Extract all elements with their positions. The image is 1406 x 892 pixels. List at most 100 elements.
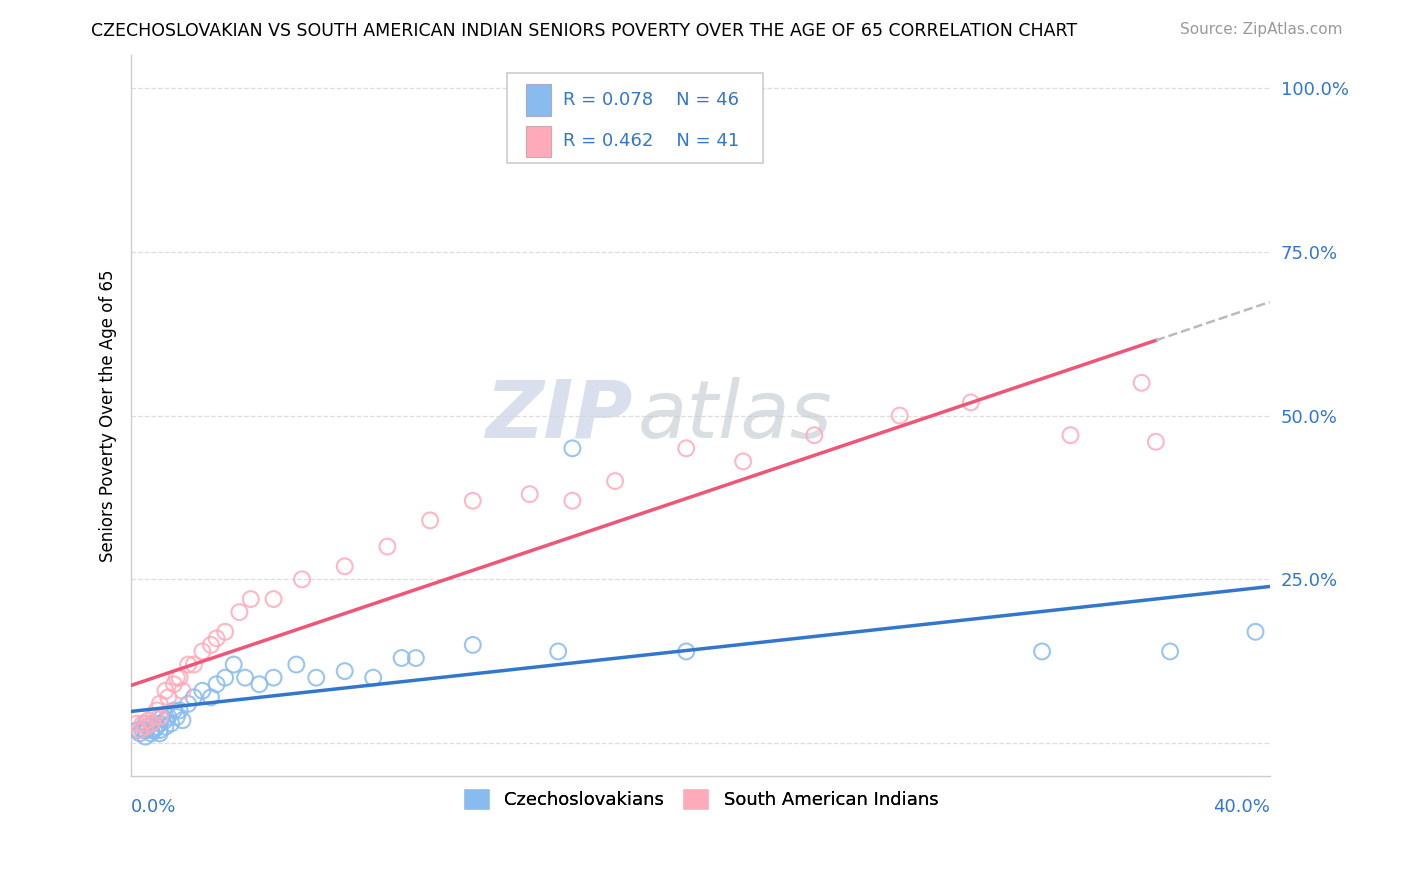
Point [200,638,222,652]
Point [166,710,188,724]
Bar [526,126,551,157]
Bar [526,84,551,116]
Point [146,703,169,717]
Point [134,730,156,744]
Point [143,723,166,737]
Point [333,559,356,574]
Point [149,697,172,711]
Point [547,644,569,658]
Point [222,657,245,672]
Point [361,671,384,685]
Point [285,657,308,672]
Text: R = 0.462    N = 41: R = 0.462 N = 41 [562,132,740,151]
Point [134,716,156,731]
Point [134,723,156,737]
Point [214,624,236,639]
Text: atlas: atlas [638,376,832,455]
Text: ZIP: ZIP [485,376,633,455]
Point [157,710,180,724]
Point [205,632,228,646]
Point [191,683,214,698]
FancyBboxPatch shape [508,73,763,163]
Point [141,726,163,740]
Point [172,713,194,727]
Point [461,638,484,652]
Point [141,716,163,731]
Point [128,726,150,740]
Point [405,651,427,665]
Point [263,592,285,607]
Point [247,677,270,691]
Point [333,664,356,678]
Point [263,671,285,685]
Point [134,720,156,734]
Point [1059,428,1081,442]
Point [149,723,172,737]
Point [152,710,174,724]
Point [200,690,222,705]
Point [1130,376,1153,390]
Point [305,671,328,685]
Point [143,710,166,724]
Point [172,683,194,698]
Point [419,513,441,527]
Point [377,540,399,554]
Point [603,474,626,488]
Point [136,720,159,734]
Point [391,651,413,665]
Point [183,690,205,705]
Point [125,723,148,737]
Point [733,454,755,468]
Point [675,644,697,658]
Point [177,657,200,672]
Point [136,713,159,727]
Point [177,697,200,711]
Point [1244,624,1267,639]
Text: CZECHOSLOVAKIAN VS SOUTH AMERICAN INDIAN SENIORS POVERTY OVER THE AGE OF 65 CORR: CZECHOSLOVAKIAN VS SOUTH AMERICAN INDIAN… [91,22,1077,40]
Point [128,723,150,737]
Point [1159,644,1181,658]
Point [163,677,186,691]
Point [169,703,191,717]
Point [125,716,148,731]
Point [291,573,314,587]
Point [155,713,177,727]
Point [889,409,911,423]
Point [461,493,484,508]
Point [149,710,172,724]
Point [519,487,541,501]
Point [960,395,983,409]
Point [169,671,191,685]
Point [157,690,180,705]
Point [160,716,183,731]
Point [166,671,188,685]
Point [191,644,214,658]
Point [1031,644,1053,658]
Point [233,671,256,685]
Text: 0.0%: 0.0% [131,797,177,815]
Point [149,726,172,740]
Point [155,683,177,698]
Point [228,605,250,619]
Point [149,716,172,731]
Text: Source: ZipAtlas.com: Source: ZipAtlas.com [1180,22,1343,37]
Point [803,428,825,442]
Point [131,723,153,737]
Point [1144,434,1167,449]
Y-axis label: Seniors Poverty Over the Age of 65: Seniors Poverty Over the Age of 65 [100,269,117,562]
Point [163,703,186,717]
Point [214,671,236,685]
Point [675,442,697,456]
Text: 40.0%: 40.0% [1213,797,1270,815]
Point [146,720,169,734]
Point [141,723,163,737]
Point [155,720,177,734]
Point [205,677,228,691]
Point [561,442,583,456]
Legend: Czechoslovakians, South American Indians: Czechoslovakians, South American Indians [456,780,945,817]
Point [239,592,262,607]
Text: R = 0.078    N = 46: R = 0.078 N = 46 [562,91,738,109]
Point [183,657,205,672]
Point [561,493,583,508]
Point [131,716,153,731]
